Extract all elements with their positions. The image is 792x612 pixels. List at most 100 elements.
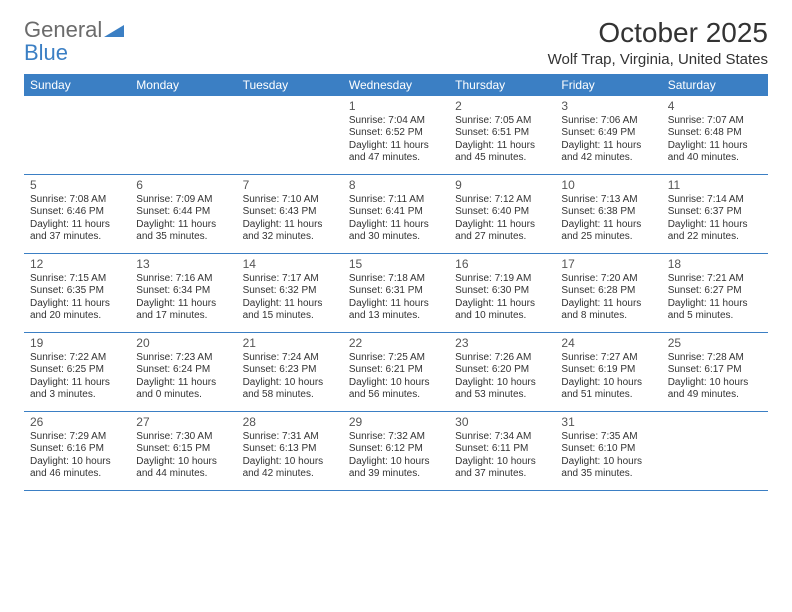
sunrise-text: Sunrise: 7:31 AM xyxy=(243,431,337,444)
day-header: Monday xyxy=(130,74,236,96)
day-number: 31 xyxy=(561,415,655,430)
day-cell: 6Sunrise: 7:09 AMSunset: 6:44 PMDaylight… xyxy=(130,175,236,253)
daylight-text: and 10 minutes. xyxy=(455,310,549,323)
location-text: Wolf Trap, Virginia, United States xyxy=(548,51,768,68)
daylight-text: Daylight: 10 hours xyxy=(243,456,337,469)
daylight-text: and 22 minutes. xyxy=(668,231,762,244)
day-cell: 15Sunrise: 7:18 AMSunset: 6:31 PMDayligh… xyxy=(343,254,449,332)
sunset-text: Sunset: 6:46 PM xyxy=(30,206,124,219)
day-number: 26 xyxy=(30,415,124,430)
daylight-text: and 17 minutes. xyxy=(136,310,230,323)
daylight-text: Daylight: 11 hours xyxy=(136,219,230,232)
sunset-text: Sunset: 6:37 PM xyxy=(668,206,762,219)
header: GeneralBlue October 2025 Wolf Trap, Virg… xyxy=(24,18,768,68)
daylight-text: Daylight: 11 hours xyxy=(455,219,549,232)
daylight-text: Daylight: 11 hours xyxy=(668,298,762,311)
sunset-text: Sunset: 6:51 PM xyxy=(455,127,549,140)
day-cell: 18Sunrise: 7:21 AMSunset: 6:27 PMDayligh… xyxy=(662,254,768,332)
daylight-text: and 42 minutes. xyxy=(243,468,337,481)
daylight-text: Daylight: 11 hours xyxy=(349,219,443,232)
daylight-text: and 53 minutes. xyxy=(455,389,549,402)
week-row: 1Sunrise: 7:04 AMSunset: 6:52 PMDaylight… xyxy=(24,96,768,175)
sunset-text: Sunset: 6:23 PM xyxy=(243,364,337,377)
daylight-text: Daylight: 11 hours xyxy=(30,219,124,232)
sunrise-text: Sunrise: 7:21 AM xyxy=(668,273,762,286)
sunrise-text: Sunrise: 7:04 AM xyxy=(349,115,443,128)
sunset-text: Sunset: 6:20 PM xyxy=(455,364,549,377)
empty-cell xyxy=(662,412,768,490)
daylight-text: Daylight: 11 hours xyxy=(136,298,230,311)
sunrise-text: Sunrise: 7:27 AM xyxy=(561,352,655,365)
sunset-text: Sunset: 6:49 PM xyxy=(561,127,655,140)
sunset-text: Sunset: 6:15 PM xyxy=(136,443,230,456)
daylight-text: Daylight: 10 hours xyxy=(455,377,549,390)
sunset-text: Sunset: 6:12 PM xyxy=(349,443,443,456)
sunrise-text: Sunrise: 7:25 AM xyxy=(349,352,443,365)
sunrise-text: Sunrise: 7:06 AM xyxy=(561,115,655,128)
brand-logo: GeneralBlue xyxy=(24,18,124,64)
daylight-text: Daylight: 10 hours xyxy=(349,456,443,469)
sunset-text: Sunset: 6:43 PM xyxy=(243,206,337,219)
daylight-text: and 13 minutes. xyxy=(349,310,443,323)
daylight-text: and 58 minutes. xyxy=(243,389,337,402)
sunrise-text: Sunrise: 7:28 AM xyxy=(668,352,762,365)
day-cell: 22Sunrise: 7:25 AMSunset: 6:21 PMDayligh… xyxy=(343,333,449,411)
day-cell: 14Sunrise: 7:17 AMSunset: 6:32 PMDayligh… xyxy=(237,254,343,332)
sunset-text: Sunset: 6:27 PM xyxy=(668,285,762,298)
day-number: 13 xyxy=(136,257,230,272)
day-number: 18 xyxy=(668,257,762,272)
daylight-text: and 56 minutes. xyxy=(349,389,443,402)
day-number: 9 xyxy=(455,178,549,193)
daylight-text: Daylight: 10 hours xyxy=(136,456,230,469)
day-number: 28 xyxy=(243,415,337,430)
sunset-text: Sunset: 6:32 PM xyxy=(243,285,337,298)
sunrise-text: Sunrise: 7:30 AM xyxy=(136,431,230,444)
title-block: October 2025 Wolf Trap, Virginia, United… xyxy=(548,18,768,68)
daylight-text: and 15 minutes. xyxy=(243,310,337,323)
daylight-text: Daylight: 11 hours xyxy=(561,298,655,311)
week-row: 19Sunrise: 7:22 AMSunset: 6:25 PMDayligh… xyxy=(24,333,768,412)
week-row: 26Sunrise: 7:29 AMSunset: 6:16 PMDayligh… xyxy=(24,412,768,491)
day-cell: 17Sunrise: 7:20 AMSunset: 6:28 PMDayligh… xyxy=(555,254,661,332)
daylight-text: and 37 minutes. xyxy=(455,468,549,481)
daylight-text: and 44 minutes. xyxy=(136,468,230,481)
day-cell: 23Sunrise: 7:26 AMSunset: 6:20 PMDayligh… xyxy=(449,333,555,411)
day-number: 14 xyxy=(243,257,337,272)
sunrise-text: Sunrise: 7:34 AM xyxy=(455,431,549,444)
daylight-text: Daylight: 10 hours xyxy=(243,377,337,390)
day-header: Friday xyxy=(555,74,661,96)
daylight-text: and 47 minutes. xyxy=(349,152,443,165)
day-cell: 5Sunrise: 7:08 AMSunset: 6:46 PMDaylight… xyxy=(24,175,130,253)
day-number: 24 xyxy=(561,336,655,351)
sunset-text: Sunset: 6:11 PM xyxy=(455,443,549,456)
daylight-text: Daylight: 11 hours xyxy=(30,298,124,311)
daylight-text: and 40 minutes. xyxy=(668,152,762,165)
day-number: 1 xyxy=(349,99,443,114)
day-cell: 3Sunrise: 7:06 AMSunset: 6:49 PMDaylight… xyxy=(555,96,661,174)
sunrise-text: Sunrise: 7:14 AM xyxy=(668,194,762,207)
day-number: 6 xyxy=(136,178,230,193)
day-cell: 9Sunrise: 7:12 AMSunset: 6:40 PMDaylight… xyxy=(449,175,555,253)
daylight-text: and 0 minutes. xyxy=(136,389,230,402)
sunset-text: Sunset: 6:48 PM xyxy=(668,127,762,140)
sunset-text: Sunset: 6:31 PM xyxy=(349,285,443,298)
day-number: 3 xyxy=(561,99,655,114)
day-number: 2 xyxy=(455,99,549,114)
empty-cell xyxy=(24,96,130,174)
day-header: Saturday xyxy=(662,74,768,96)
empty-cell xyxy=(237,96,343,174)
daylight-text: Daylight: 10 hours xyxy=(349,377,443,390)
day-cell: 25Sunrise: 7:28 AMSunset: 6:17 PMDayligh… xyxy=(662,333,768,411)
daylight-text: and 42 minutes. xyxy=(561,152,655,165)
sunset-text: Sunset: 6:35 PM xyxy=(30,285,124,298)
sunset-text: Sunset: 6:19 PM xyxy=(561,364,655,377)
day-cell: 29Sunrise: 7:32 AMSunset: 6:12 PMDayligh… xyxy=(343,412,449,490)
daylight-text: and 3 minutes. xyxy=(30,389,124,402)
sunset-text: Sunset: 6:34 PM xyxy=(136,285,230,298)
day-number: 25 xyxy=(668,336,762,351)
daylight-text: Daylight: 10 hours xyxy=(668,377,762,390)
day-header: Tuesday xyxy=(237,74,343,96)
sunset-text: Sunset: 6:40 PM xyxy=(455,206,549,219)
day-cell: 16Sunrise: 7:19 AMSunset: 6:30 PMDayligh… xyxy=(449,254,555,332)
daylight-text: Daylight: 11 hours xyxy=(561,140,655,153)
